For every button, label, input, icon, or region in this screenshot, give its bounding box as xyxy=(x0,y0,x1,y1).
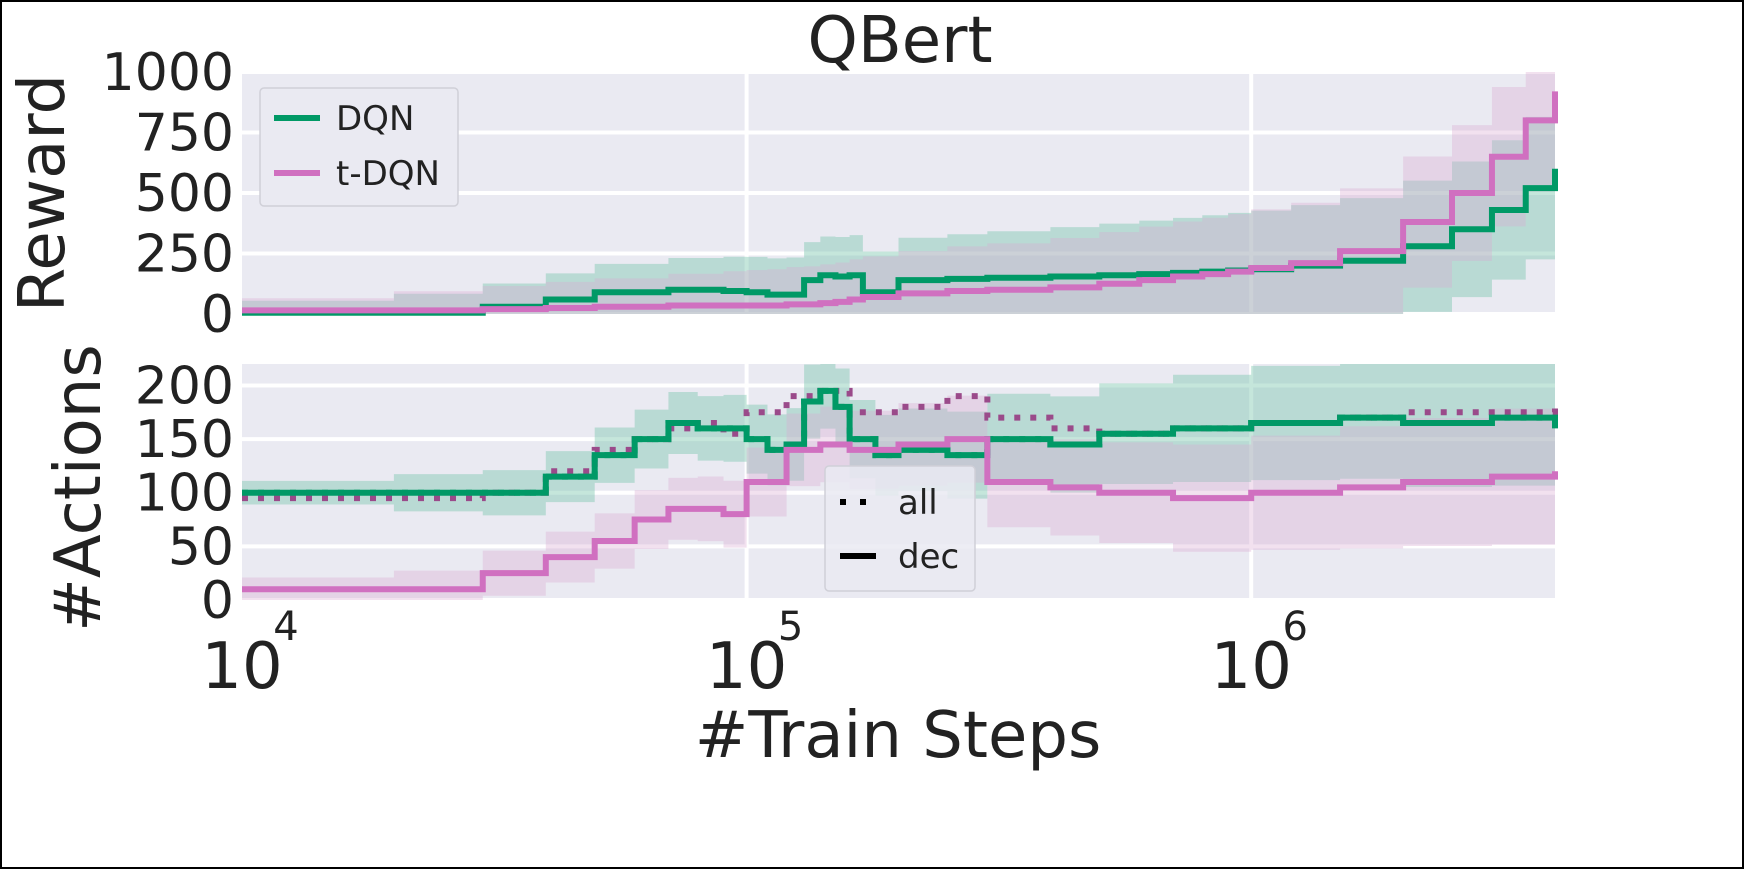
confidence-band xyxy=(242,395,1555,600)
x-tick-exponent: 4 xyxy=(273,604,298,650)
y-tick-label: 500 xyxy=(135,164,234,224)
y-tick-label: 50 xyxy=(168,517,234,577)
confidence-band xyxy=(242,72,1555,314)
series-line xyxy=(242,91,1558,314)
legend-dqn-label: DQN xyxy=(336,99,414,139)
legend-tdqn-label: t-DQN xyxy=(336,154,440,194)
x-tick-exponent: 6 xyxy=(1282,604,1307,650)
x-tick-label: 10 xyxy=(201,630,282,704)
actions-series-lines xyxy=(242,387,1558,593)
confidence-band xyxy=(242,96,1555,314)
x-axis-label: #Train Steps xyxy=(695,699,1102,773)
y-tick-label: 250 xyxy=(135,225,234,285)
y-tick-label: 1000 xyxy=(102,43,234,103)
legend-dec-label: dec xyxy=(898,537,959,577)
actions-legend-box xyxy=(824,465,976,592)
y-tick-label: 200 xyxy=(135,356,234,416)
y-tick-label: 0 xyxy=(201,285,234,345)
actions-y-label: #Actions xyxy=(42,344,116,631)
x-tick-label: 10 xyxy=(706,630,787,704)
series-line xyxy=(242,387,1558,496)
chart-title: QBert xyxy=(807,4,992,78)
reward-confidence-bands xyxy=(242,72,1555,314)
series-line xyxy=(242,436,1558,593)
reward-series-lines xyxy=(242,91,1558,316)
x-tick-label: 10 xyxy=(1210,630,1291,704)
y-tick-label: 750 xyxy=(135,104,234,164)
y-tick-label: 150 xyxy=(135,410,234,470)
x-tick-exponent: 5 xyxy=(778,604,803,650)
y-tick-label: 100 xyxy=(135,464,234,524)
reward-legend: DQN t-DQN xyxy=(259,87,459,207)
actions-legend: all dec xyxy=(824,465,976,592)
reward-y-label: Reward xyxy=(6,74,80,312)
y-tick-label: 0 xyxy=(201,571,234,631)
legend-all-label: all xyxy=(898,483,938,523)
